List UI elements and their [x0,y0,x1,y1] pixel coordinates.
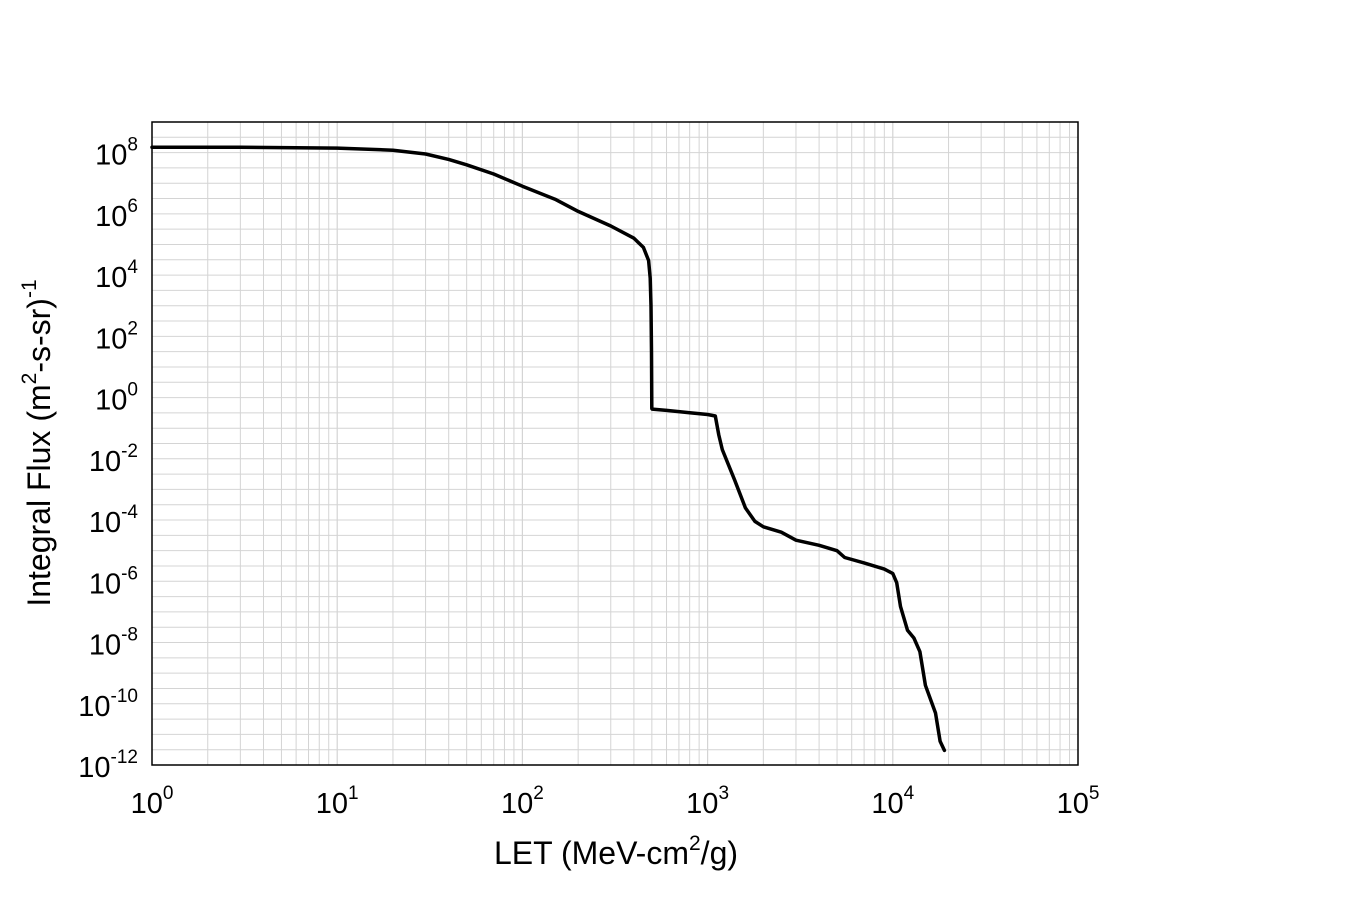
y-tick-base: 10 [95,262,127,294]
y-tick-exponent: 6 [127,196,138,217]
x-tick-label: 101 [316,783,359,820]
y-tick-labels: 10810610410210010-210-410-610-810-1010-1… [78,135,138,784]
y-tick-base: 10 [89,568,121,600]
x-tick-base: 10 [1057,788,1089,820]
y-tick-label: 10-8 [89,625,138,662]
y-tick-exponent: 8 [127,135,138,156]
x-tick-label: 103 [686,783,729,820]
x-tick-base: 10 [316,788,348,820]
y-tick-base: 10 [78,752,110,784]
y-tick-base: 10 [95,385,127,417]
y-tick-base: 10 [95,201,127,233]
y-tick-label: 102 [95,318,138,355]
x-tick-base: 10 [131,788,163,820]
y-tick-label: 100 [95,380,138,417]
y-tick-base: 10 [89,507,121,539]
y-tick-base: 10 [89,630,121,662]
x-tick-exponent: 3 [718,783,729,804]
x-tick-label: 100 [131,783,174,820]
x-tick-exponent: 0 [163,783,174,804]
y-tick-label: 10-2 [89,441,138,478]
x-tick-labels: 100 101 102 103 104 105 [131,783,1100,820]
y-tick-exponent: -8 [121,625,138,646]
y-tick-exponent: 2 [127,318,138,339]
y-tick-exponent: -2 [121,441,138,462]
y-tick-base: 10 [89,446,121,478]
y-tick-base: 10 [78,691,110,723]
x-tick-exponent: 5 [1089,783,1100,804]
x-tick-exponent: 2 [533,783,544,804]
y-tick-label: 10-12 [78,747,138,784]
x-tick-label: 104 [871,783,914,820]
x-tick-label: 102 [501,783,544,820]
x-tick-base: 10 [686,788,718,820]
x-tick-exponent: 1 [348,783,359,804]
y-tick-label: 106 [95,196,138,233]
x-tick-label: 105 [1057,783,1100,820]
y-tick-label: 10-4 [89,502,139,539]
y-tick-label: 10-6 [89,563,138,600]
series-line [150,145,947,753]
grid [152,122,1078,765]
y-tick-exponent: 4 [127,257,138,278]
y-tick-exponent: -10 [111,686,138,707]
x-tick-base: 10 [871,788,903,820]
y-tick-label: 104 [95,257,138,294]
y-tick-label: 10-10 [78,686,138,723]
y-tick-base: 10 [95,140,127,172]
x-tick-exponent: 4 [904,783,915,804]
x-tick-base: 10 [501,788,533,820]
y-axis-label: Integral Flux (m2-s-sr)-1 [18,279,57,606]
y-tick-base: 10 [95,323,127,355]
y-tick-exponent: -12 [111,747,138,768]
y-tick-exponent: -6 [121,563,138,584]
y-tick-label: 108 [95,135,138,172]
y-tick-exponent: 0 [127,380,138,401]
y-tick-exponent: -4 [121,502,138,523]
plot-frame [151,121,1079,766]
series-layer [150,145,947,753]
x-axis-label: LET (MeV-cm2/g) [494,832,738,871]
